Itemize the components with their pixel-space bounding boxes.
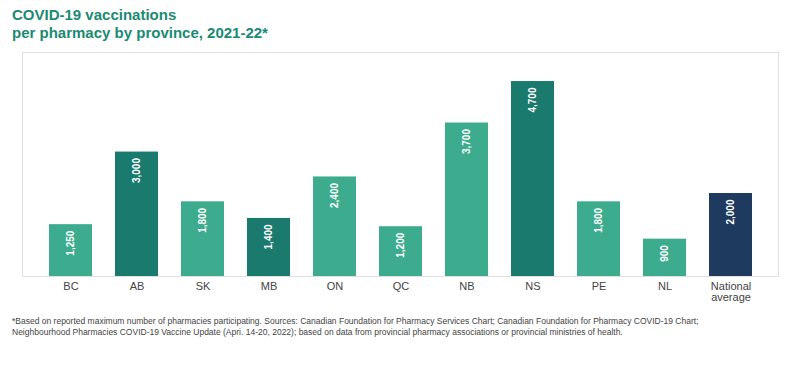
svg-text:Nationalaverage: Nationalaverage — [711, 280, 751, 303]
html-text:COVID-19 vaccinations: COVID-19 vaccinations — [12, 6, 177, 23]
svg-text:1,250: 1,250 — [65, 230, 76, 255]
svg-text:NB: NB — [459, 280, 474, 292]
svg-text:1,200: 1,200 — [395, 232, 406, 257]
svg-text:NL: NL — [658, 280, 672, 292]
svg-text:ON: ON — [327, 280, 344, 292]
svg-text:3,700: 3,700 — [461, 129, 472, 154]
svg-text:1,800: 1,800 — [593, 207, 604, 232]
svg-text:1,800: 1,800 — [197, 207, 208, 232]
svg-text:BC: BC — [63, 280, 78, 292]
svg-text:QC: QC — [393, 280, 410, 292]
svg-text:2,400: 2,400 — [329, 183, 340, 208]
svg-text:3,000: 3,000 — [131, 158, 142, 183]
svg-text:PE: PE — [592, 280, 607, 292]
svg-text:SK: SK — [196, 280, 211, 292]
svg-text:MB: MB — [261, 280, 278, 292]
html-text:*Based on reported maximum num: *Based on reported maximum number of pha… — [12, 316, 699, 337]
svg-text:2,000: 2,000 — [725, 199, 736, 224]
svg-text:4,700: 4,700 — [527, 87, 538, 112]
svg-text:AB: AB — [130, 280, 145, 292]
svg-text:900: 900 — [659, 245, 670, 262]
svg-text:NS: NS — [525, 280, 540, 292]
html-text:per pharmacy by province, 2021: per pharmacy by province, 2021-22* — [12, 24, 268, 41]
svg-text:1,400: 1,400 — [263, 224, 274, 249]
